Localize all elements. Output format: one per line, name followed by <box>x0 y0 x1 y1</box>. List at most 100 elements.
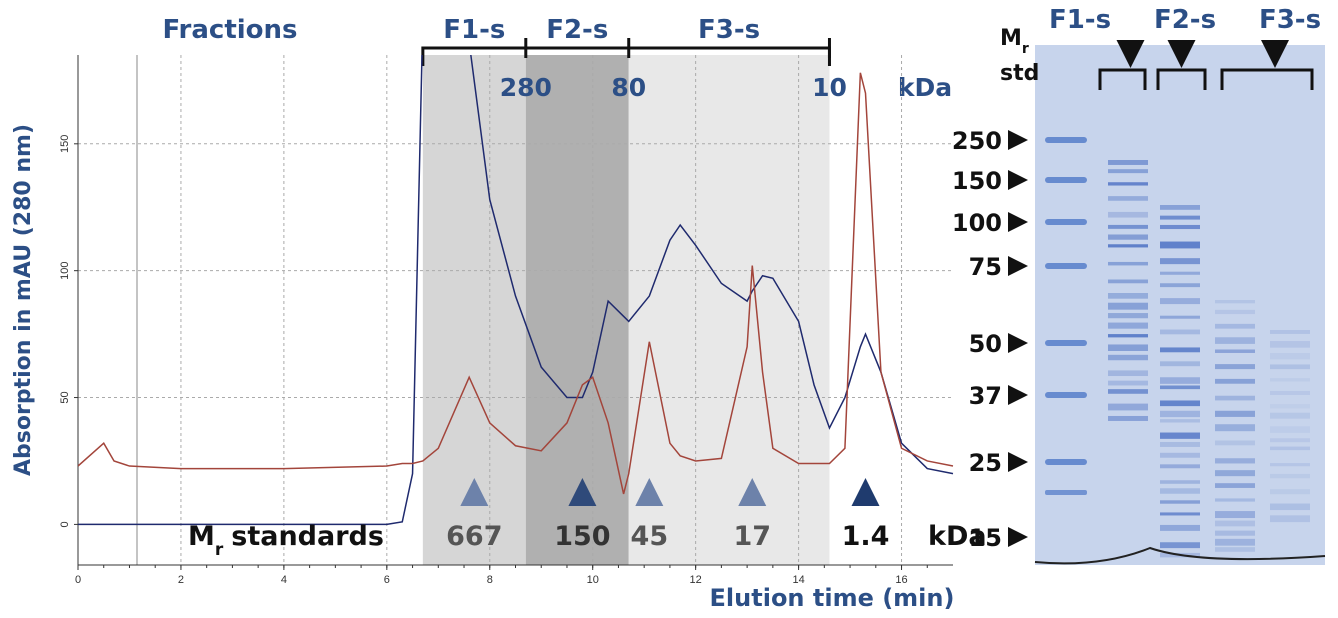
gel-band <box>1270 391 1310 395</box>
gel-band <box>1215 424 1255 431</box>
gel-band <box>1215 511 1255 518</box>
y-tick-label: 100 <box>59 261 71 279</box>
gel-band <box>1215 458 1255 463</box>
gel-band <box>1045 340 1087 346</box>
y-tick-label: 0 <box>59 521 71 527</box>
lane-label: F2-s <box>1154 5 1216 35</box>
fraction-band <box>629 55 830 565</box>
marker-arrow <box>1008 452 1028 472</box>
gel-band <box>1270 413 1310 419</box>
gel-band <box>1108 280 1148 284</box>
gel-band <box>1045 219 1087 225</box>
gel-band <box>1108 169 1148 173</box>
gel-band <box>1215 310 1255 314</box>
lane-label: F3-s <box>1259 5 1321 35</box>
mr-std-label: Mr <box>1000 26 1029 57</box>
marker-label: 50 <box>969 330 1002 358</box>
gel-band <box>1215 396 1255 401</box>
marker-label: 25 <box>969 449 1002 477</box>
gel-band <box>1160 453 1200 458</box>
standard-label: 1.4 <box>842 521 890 552</box>
gel-band <box>1160 361 1200 366</box>
standards-title-part: M <box>188 521 215 552</box>
fraction-label: F1-s <box>443 15 505 45</box>
gel-background <box>1035 45 1325 565</box>
gel-band <box>1108 344 1148 351</box>
gel-band <box>1160 330 1200 335</box>
marker-arrow <box>1008 212 1028 232</box>
x-tick-label: 2 <box>178 574 184 586</box>
x-tick-label: 4 <box>281 574 287 586</box>
gel-band <box>1270 515 1310 522</box>
y-tick-label: 150 <box>59 135 71 153</box>
gel-band <box>1108 323 1148 329</box>
gel-band <box>1270 404 1310 408</box>
gel-band <box>1045 177 1087 183</box>
gel-band <box>1160 347 1200 352</box>
gel-band <box>1045 459 1087 465</box>
gel-band <box>1160 386 1200 390</box>
gel-band <box>1160 242 1200 249</box>
fraction-label: F3-s <box>698 15 760 45</box>
standard-marker <box>852 478 880 506</box>
gel-band <box>1108 313 1148 318</box>
gel-band <box>1108 370 1148 376</box>
gel-band <box>1160 258 1200 264</box>
y-tick-label: 50 <box>59 391 71 403</box>
gel-band <box>1270 503 1310 510</box>
gel-band <box>1270 330 1310 334</box>
fraction-label: F2-s <box>546 15 608 45</box>
cutoff-label: 280 <box>500 73 552 102</box>
gel-band <box>1215 483 1255 488</box>
gel-band <box>1160 500 1200 503</box>
gel-band <box>1045 490 1087 495</box>
gel-band <box>1270 341 1310 348</box>
chromatogram: F1-sF2-sF3-s2808010kDaFractions024681012… <box>11 0 987 612</box>
gel-band <box>1160 298 1200 304</box>
cutoff-label: 80 <box>611 73 646 102</box>
figure: F1-sF2-sF3-s2808010kDaFractions024681012… <box>0 0 1338 618</box>
gel-band <box>1215 324 1255 329</box>
cutoff-label: 10 <box>812 73 847 102</box>
x-axis-label: Elution time (min) <box>710 584 955 612</box>
standard-label: 667 <box>446 521 502 552</box>
gel-band <box>1160 411 1200 417</box>
mr-symbol: M <box>1000 26 1022 51</box>
gel-band <box>1160 419 1200 422</box>
gel-band <box>1215 379 1255 384</box>
gel-band <box>1108 196 1148 201</box>
gel-band <box>1160 442 1200 447</box>
gel-band <box>1108 389 1148 394</box>
gel-band <box>1215 547 1255 552</box>
standards-title-part: r <box>215 540 224 560</box>
gel-band <box>1045 263 1087 269</box>
gel-band <box>1108 234 1148 239</box>
gel-band <box>1270 438 1310 442</box>
gel-band <box>1108 355 1148 360</box>
marker-label: 75 <box>969 253 1002 281</box>
gel-band <box>1160 488 1200 493</box>
gel-band <box>1160 433 1200 439</box>
gel-band <box>1215 441 1255 446</box>
marker-arrow <box>1008 130 1028 150</box>
lane-label: F1-s <box>1049 5 1111 35</box>
gel-band <box>1215 349 1255 352</box>
gel-band <box>1108 404 1148 411</box>
gel-band <box>1270 426 1310 433</box>
gel-band <box>1160 205 1200 210</box>
gel-band <box>1215 498 1255 501</box>
gel-band <box>1160 316 1200 319</box>
gel-band <box>1215 539 1255 546</box>
gel-band <box>1215 411 1255 417</box>
std-label: std <box>1000 61 1039 86</box>
title: Fractions <box>162 15 297 45</box>
cutoff-unit: kDa <box>898 73 952 102</box>
standard-label: 17 <box>733 521 771 552</box>
gel-band <box>1160 400 1200 406</box>
gel-band <box>1215 300 1255 303</box>
gel-band <box>1215 337 1255 344</box>
gel-band <box>1108 262 1148 265</box>
gel-band <box>1160 377 1200 384</box>
x-tick-label: 8 <box>487 574 493 586</box>
